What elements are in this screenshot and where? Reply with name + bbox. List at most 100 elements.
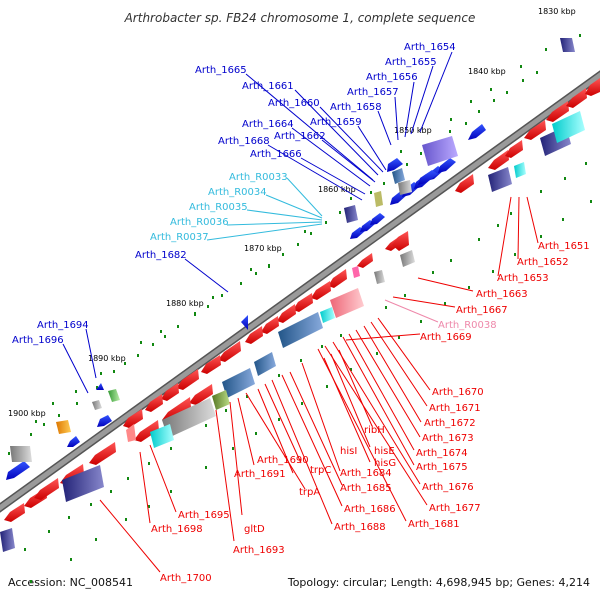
gene-label[interactable]: ribH xyxy=(364,425,385,436)
gene-label[interactable]: hisE xyxy=(374,446,395,457)
gene-label[interactable]: Arth_1656 xyxy=(366,72,418,83)
feature-blocks xyxy=(0,38,585,552)
gene-label[interactable]: Arth_1675 xyxy=(416,462,468,473)
gene-label[interactable]: Arth_1676 xyxy=(422,482,474,493)
feature-block xyxy=(10,446,32,462)
feature-block xyxy=(150,424,174,448)
gene-label[interactable]: Arth_1661 xyxy=(242,81,294,92)
feature-block xyxy=(488,167,512,192)
gene-label[interactable]: Arth_1671 xyxy=(429,403,481,414)
map-title: Arthrobacter sp. FB24 chromosome 1, comp… xyxy=(124,11,476,25)
gene-label[interactable]: trpA xyxy=(299,487,320,498)
gene-label[interactable]: Arth_1684 xyxy=(340,468,392,479)
rna-label[interactable]: Arth_R0036 xyxy=(170,217,229,228)
feature-block xyxy=(398,180,412,195)
gene-label[interactable]: Arth_1663 xyxy=(476,289,528,300)
gene-arrow xyxy=(418,170,438,185)
scale-mark: 1850 kbp xyxy=(394,126,432,135)
gene-label[interactable]: Arth_1696 xyxy=(12,335,64,346)
feature-block xyxy=(92,400,102,410)
gene-label[interactable]: Arth_1659 xyxy=(310,117,362,128)
gene-label[interactable]: hisI xyxy=(340,446,357,457)
feature-block xyxy=(222,368,255,398)
gene-arrow xyxy=(161,383,179,401)
gene-arrow xyxy=(293,293,313,312)
gene-label[interactable]: Arth_1688 xyxy=(334,522,386,533)
gene-label[interactable]: Arth_1665 xyxy=(195,65,247,76)
forward-labels: Arth_1654 Arth_1655 Arth_1656 Arth_1657 … xyxy=(12,42,456,346)
gene-label[interactable]: trpC xyxy=(310,465,331,476)
gene-label[interactable]: Arth_1673 xyxy=(422,433,474,444)
gene-label[interactable]: Arth_1698 xyxy=(151,524,203,535)
gene-label[interactable]: Arth_1660 xyxy=(268,98,320,109)
gene-label[interactable]: Arth_1657 xyxy=(347,87,399,98)
gene-label[interactable]: Arth_1700 xyxy=(160,573,212,584)
gene-arrow xyxy=(241,315,248,330)
gene-arrow xyxy=(546,101,569,122)
gene-label[interactable]: hisG xyxy=(374,458,396,469)
gene-arrow xyxy=(468,124,486,140)
gene-arrow xyxy=(134,420,159,442)
gene-label[interactable]: gltD xyxy=(244,524,265,535)
forward-leader-lines xyxy=(62,51,453,394)
gene-arrow xyxy=(218,341,241,362)
feature-block xyxy=(392,168,405,184)
tick-marks-top xyxy=(35,48,547,423)
rna-label[interactable]: Arth_R0034 xyxy=(208,187,267,198)
gene-label[interactable]: Arth_1695 xyxy=(178,510,230,521)
rna-labels: Arth_R0033 Arth_R0034 Arth_R0035 Arth_R0… xyxy=(150,172,288,243)
gene-label[interactable]: Arth_1667 xyxy=(456,305,508,316)
rna-label[interactable]: Arth_R0033 xyxy=(229,172,288,183)
gene-arrow xyxy=(261,316,279,334)
scale-mark: 1830 kbp xyxy=(538,7,576,16)
gene-arrow xyxy=(4,503,25,522)
gene-arrow xyxy=(67,436,80,447)
scale-mark: 1870 kbp xyxy=(244,244,282,253)
feature-block xyxy=(62,465,104,502)
gene-label[interactable]: Arth_1655 xyxy=(385,57,437,68)
gene-arrow xyxy=(176,369,199,390)
feature-block xyxy=(344,205,358,223)
gene-label[interactable]: Arth_1693 xyxy=(233,545,285,556)
gene-label[interactable]: Arth_1662 xyxy=(274,131,326,142)
gene-label[interactable]: Arth_1664 xyxy=(242,119,294,130)
scale-mark: 1860 kbp xyxy=(318,185,356,194)
pseudo-label[interactable]: Arth_R0038 xyxy=(438,320,497,331)
feature-block xyxy=(320,307,335,323)
gene-label[interactable]: Arth_1677 xyxy=(429,503,481,514)
gene-arrow xyxy=(524,120,546,140)
gene-arrow xyxy=(189,384,213,405)
gene-label[interactable]: Arth_1691 xyxy=(234,469,286,480)
gene-label[interactable]: Arth_1690 xyxy=(257,455,309,466)
gene-label[interactable]: Arth_1685 xyxy=(340,483,392,494)
gene-label[interactable]: Arth_1668 xyxy=(218,136,270,147)
gene-label[interactable]: Arth_1654 xyxy=(404,42,456,53)
gene-label[interactable]: Arth_1694 xyxy=(37,320,89,331)
gene-arrow xyxy=(566,88,587,108)
feature-block xyxy=(162,398,216,438)
feature-block xyxy=(108,389,120,402)
feature-block xyxy=(552,111,585,143)
gene-label[interactable]: Arth_1653 xyxy=(497,273,549,284)
gene-label[interactable]: Arth_1669 xyxy=(420,332,472,343)
rna-label[interactable]: Arth_R0037 xyxy=(150,232,209,243)
gene-label[interactable]: Arth_1666 xyxy=(250,149,302,160)
scale-mark: 1900 kbp xyxy=(8,409,46,418)
chromosome-backbone-highlight xyxy=(0,72,600,511)
feature-block xyxy=(212,390,230,410)
gene-arrow xyxy=(455,174,474,193)
feature-block xyxy=(254,352,276,376)
gene-label[interactable]: Arth_1674 xyxy=(416,448,468,459)
gene-label[interactable]: Arth_1681 xyxy=(408,519,460,530)
reverse-leader-lines xyxy=(99,196,539,573)
rna-label[interactable]: Arth_R0035 xyxy=(189,202,248,213)
gene-label[interactable]: Arth_1670 xyxy=(432,387,484,398)
gene-label[interactable]: Arth_1658 xyxy=(330,102,382,113)
gene-label[interactable]: Arth_1652 xyxy=(517,257,569,268)
gene-label[interactable]: Arth_1686 xyxy=(344,504,396,515)
gene-label[interactable]: Arth_1682 xyxy=(135,250,187,261)
topology-label: Topology: circular; Length: 4,698,945 bp… xyxy=(287,576,590,589)
gene-label[interactable]: Arth_1672 xyxy=(424,418,476,429)
gene-arrow xyxy=(97,415,112,427)
gene-label[interactable]: Arth_1651 xyxy=(538,241,590,252)
